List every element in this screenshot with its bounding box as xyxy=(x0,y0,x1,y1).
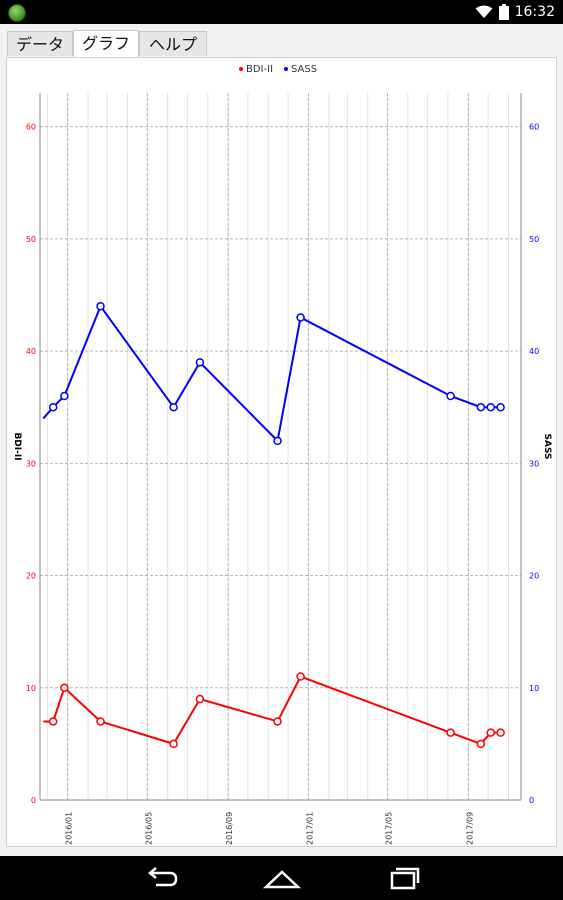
left-y-tick-label: 0 xyxy=(31,796,36,805)
app-icon xyxy=(8,4,26,22)
right-y-tick-label: 10 xyxy=(529,684,539,693)
data-point xyxy=(486,728,495,737)
tab-data[interactable]: データ xyxy=(7,31,73,56)
right-y-tick-label: 60 xyxy=(529,123,539,132)
x-tick-label: 2017/05 xyxy=(384,812,393,845)
left-y-tick-label: 30 xyxy=(26,459,36,468)
legend-marker xyxy=(239,67,243,71)
data-point xyxy=(195,358,205,367)
right-y-tick-label: 0 xyxy=(529,796,534,805)
wifi-icon xyxy=(475,5,493,19)
data-point xyxy=(296,313,305,322)
x-tick-label: 2016/05 xyxy=(144,812,153,845)
left-y-tick-label: 50 xyxy=(26,235,36,244)
navigation-bar xyxy=(0,856,563,900)
data-point xyxy=(169,739,178,749)
status-right: 16:32 xyxy=(475,3,555,21)
tab-bar: データ グラフ ヘルプ xyxy=(0,24,563,58)
legend-entry: BDI-II xyxy=(246,64,273,75)
data-point xyxy=(486,402,495,412)
data-point xyxy=(496,728,505,737)
data-point xyxy=(476,739,486,749)
series-line xyxy=(42,304,501,443)
data-point xyxy=(446,728,455,737)
home-button[interactable] xyxy=(262,864,302,892)
left-y-tick-label: 10 xyxy=(26,684,36,693)
chart-panel: 2016/01 2016/05 2016/09 2017/01 2017/05 2017/… xyxy=(6,57,557,847)
data-point xyxy=(48,717,58,726)
right-y-tick-label: 40 xyxy=(529,347,539,356)
data-point xyxy=(446,391,455,401)
x-tick-label: 2016/09 xyxy=(225,812,234,845)
right-y-tick-label: 30 xyxy=(529,459,539,468)
data-point xyxy=(169,402,178,412)
tab-help[interactable]: ヘルプ xyxy=(139,31,207,56)
x-tick-label: 2017/01 xyxy=(305,812,314,845)
data-point xyxy=(48,402,58,412)
data-point xyxy=(195,694,205,704)
back-button[interactable] xyxy=(142,864,182,892)
data-point xyxy=(273,717,282,726)
battery-icon xyxy=(498,4,509,20)
left-y-tick-label: 40 xyxy=(26,347,36,356)
recents-icon xyxy=(390,867,420,890)
data-point xyxy=(476,402,486,412)
x-tick-label: 2016/01 xyxy=(65,812,74,845)
right-y-tick-label: 50 xyxy=(529,235,539,244)
x-tick-label: 2017/09 xyxy=(465,812,474,845)
legend-entry: SASS xyxy=(291,64,317,75)
series-line xyxy=(43,675,501,746)
data-point xyxy=(96,717,105,726)
status-bar: 16:32 xyxy=(0,0,563,24)
data-point xyxy=(496,402,505,412)
left-y-tick-label: 20 xyxy=(26,572,36,581)
legend-marker xyxy=(284,67,288,71)
chart: 2016/01 2016/05 2016/09 2017/01 2017/05 2017/… xyxy=(12,64,552,845)
tab-graph[interactable]: グラフ xyxy=(73,30,139,57)
home-icon xyxy=(262,870,302,889)
left-axis-label: BDI-II xyxy=(12,432,22,460)
data-point xyxy=(273,436,282,446)
left-y-tick-label: 60 xyxy=(26,123,36,132)
data-point xyxy=(96,301,105,311)
data-point xyxy=(60,391,69,401)
data-point xyxy=(60,683,69,693)
right-y-tick-label: 20 xyxy=(529,572,539,581)
back-icon xyxy=(148,867,178,887)
right-axis-label: SASS xyxy=(542,433,552,459)
recents-button[interactable] xyxy=(382,864,422,892)
status-time: 16:32 xyxy=(514,4,555,20)
data-point xyxy=(296,672,305,681)
